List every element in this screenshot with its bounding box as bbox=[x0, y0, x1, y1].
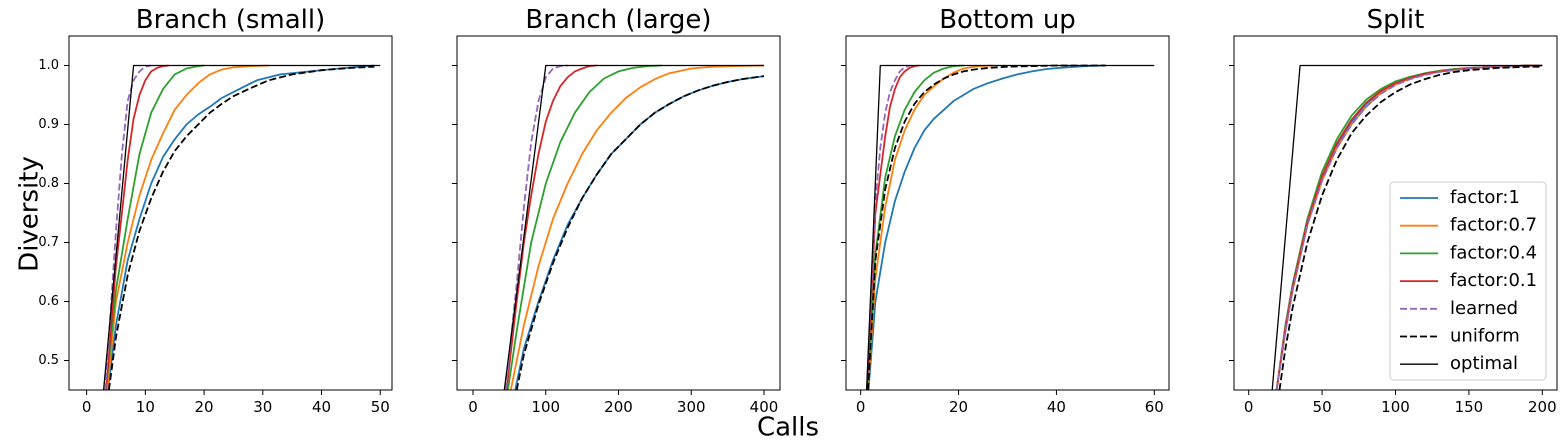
plot-frame bbox=[68, 35, 393, 391]
x-tick-label: 300 bbox=[677, 398, 706, 416]
chart-panel: Split 0 50 100 150 200 bbox=[1229, 5, 1558, 416]
series-line-factor-1 bbox=[514, 75, 765, 390]
series-line-optimal bbox=[865, 64, 1155, 390]
chart-panel: Branch (small) 0 10 20 30 40 50 0.5 0.6 0.7 0.8 0.9… bbox=[38, 5, 393, 416]
panel-title: Split bbox=[1367, 5, 1425, 35]
x-tick-label: 0 bbox=[1244, 398, 1254, 416]
legend-box bbox=[1389, 181, 1547, 381]
legend-label: uniform bbox=[1450, 326, 1520, 347]
series-lines bbox=[1271, 64, 1543, 390]
chart-panel: Branch (large) 0 100 200 300 400 bbox=[452, 5, 781, 416]
y-tick-label: 0.7 bbox=[38, 235, 59, 250]
x-tick-label: 60 bbox=[1145, 398, 1164, 416]
legend-label: factor:1 bbox=[1450, 187, 1520, 208]
series-line-learned bbox=[504, 64, 568, 390]
y-tick-label: 0.8 bbox=[38, 176, 59, 191]
x-tick-label: 400 bbox=[750, 398, 779, 416]
series-line-learned bbox=[1275, 64, 1543, 390]
x-tick-label: 200 bbox=[604, 398, 633, 416]
x-tick-label: 20 bbox=[195, 398, 214, 416]
x-tick-label: 100 bbox=[531, 398, 560, 416]
series-line-factor-0-7 bbox=[106, 64, 269, 390]
y-tick-label: 0.6 bbox=[38, 294, 59, 309]
series-line-factor-0-7 bbox=[867, 64, 993, 390]
series-line-factor-0-7 bbox=[509, 64, 765, 390]
legend-label: optimal bbox=[1450, 353, 1518, 374]
y-axis-label: Diversity bbox=[15, 156, 45, 272]
x-tick-label: 200 bbox=[1528, 398, 1557, 416]
y-tick-label: 1.0 bbox=[38, 58, 59, 73]
series-line-factor-0-4 bbox=[866, 64, 964, 390]
y-tick-label: 0.5 bbox=[38, 353, 59, 368]
panel-title: Branch (small) bbox=[136, 5, 326, 35]
x-tick-label: 150 bbox=[1455, 398, 1484, 416]
series-line-factor-1 bbox=[106, 64, 375, 390]
series-line-uniform bbox=[515, 75, 765, 390]
x-tick-label: 40 bbox=[1047, 398, 1066, 416]
x-tick-label: 0 bbox=[468, 398, 478, 416]
series-line-uniform bbox=[1278, 65, 1543, 390]
series-line-factor-0-1 bbox=[505, 64, 597, 390]
x-tick-label: 10 bbox=[136, 398, 155, 416]
legend-label: learned bbox=[1450, 298, 1518, 319]
panel-title: Branch (large) bbox=[525, 5, 711, 35]
x-tick-label: 50 bbox=[371, 398, 390, 416]
x-tick-label: 100 bbox=[1381, 398, 1410, 416]
series-line-factor-0-4 bbox=[105, 64, 205, 390]
x-tick-label: 50 bbox=[1313, 398, 1332, 416]
series-line-uniform bbox=[108, 65, 375, 390]
x-tick-label: 0 bbox=[856, 398, 866, 416]
legend-label: factor:0.7 bbox=[1450, 215, 1537, 236]
panel-title: Bottom up bbox=[939, 5, 1076, 35]
x-tick-label: 40 bbox=[312, 398, 331, 416]
x-axis-label: Calls bbox=[757, 413, 819, 441]
x-tick-label: 30 bbox=[253, 398, 272, 416]
plot-frame bbox=[456, 35, 781, 391]
series-line-learned bbox=[866, 64, 910, 390]
legend-label: factor:0.4 bbox=[1450, 242, 1537, 263]
x-tick-label: 20 bbox=[949, 398, 968, 416]
panels: Branch (small) 0 10 20 30 40 50 0.5 0.6 0.7 0.8 0.9… bbox=[38, 5, 1558, 416]
series-line-factor-0-1 bbox=[866, 64, 920, 390]
series-line-optimal bbox=[1271, 64, 1543, 390]
series-line-optimal bbox=[102, 64, 381, 390]
series-lines bbox=[503, 64, 765, 390]
y-tick-label: 0.9 bbox=[38, 117, 59, 132]
plot-frame bbox=[1233, 35, 1558, 391]
series-line-factor-1 bbox=[867, 64, 1106, 390]
series-line-factor-0-4 bbox=[507, 64, 663, 390]
series-lines bbox=[865, 64, 1155, 390]
plot-frame bbox=[845, 35, 1170, 391]
series-line-optimal bbox=[503, 64, 764, 390]
x-tick-label: 0 bbox=[82, 398, 92, 416]
legend-label: factor:0.1 bbox=[1450, 270, 1537, 291]
series-lines bbox=[102, 64, 381, 390]
chart-panel: Bottom up 0 20 40 60 bbox=[841, 5, 1170, 416]
legend: factor:1 factor:0.7 factor:0.4 factor:0.1 le… bbox=[1389, 181, 1547, 381]
series-line-factor-0-1 bbox=[105, 64, 169, 390]
